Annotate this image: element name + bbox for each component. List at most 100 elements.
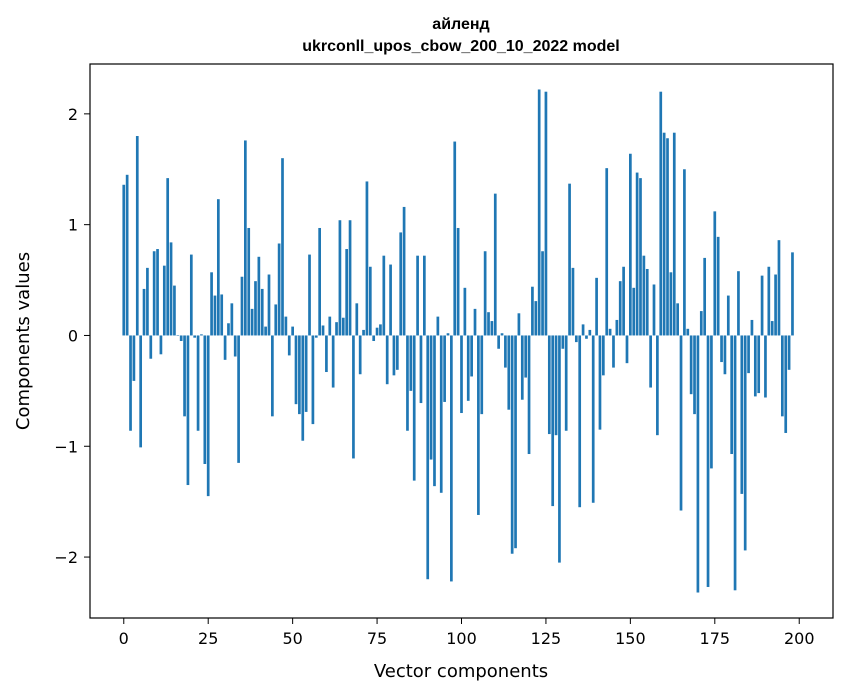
bar-9 [152,251,156,336]
bar-163 [672,132,676,336]
bar-38 [250,308,254,336]
x-tick-label: 125 [531,629,562,648]
x-tick-label: 200 [784,629,815,648]
bar-146 [615,319,619,336]
bar-59 [321,325,325,336]
bar-25 [206,335,210,497]
bar-7 [146,267,149,336]
bar-64 [338,220,342,336]
bar-122 [534,301,538,336]
bar-171 [699,311,703,336]
bar-197 [787,335,791,370]
bar-21 [193,335,197,338]
bar-145 [612,335,615,368]
bar-62 [331,335,335,388]
bar-8 [149,335,153,359]
bar-148 [622,266,625,336]
bar-2 [129,335,132,431]
bar-22 [196,335,200,431]
bar-198 [791,252,794,336]
bar-116 [514,335,517,549]
bar-93 [436,316,440,336]
bar-106 [480,335,484,415]
bar-37 [247,227,251,336]
plot-frame [89,63,834,619]
bar-117 [517,313,521,336]
bar-175 [713,211,717,336]
bar-67 [348,220,352,336]
bar-135 [578,335,582,508]
bar-90 [426,335,430,580]
bar-4 [135,136,139,336]
bar-166 [683,169,686,336]
y-tick-label: 1 [68,216,78,235]
bar-43 [267,274,271,336]
bar-152 [635,172,639,336]
bar-156 [649,335,652,388]
bar-32 [230,303,234,336]
bar-154 [642,255,646,336]
y-tick-label: 2 [68,105,78,124]
bar-107 [483,251,487,336]
bar-30 [223,335,227,360]
bar-191 [767,266,771,336]
x-tick-label: 175 [700,629,731,648]
bar-133 [571,267,575,336]
bar-97 [450,335,453,582]
bar-14 [169,242,173,336]
bar-5 [139,335,143,448]
bar-136 [581,324,585,336]
bar-56 [311,335,315,425]
bar-3 [132,335,136,381]
bar-92 [433,335,436,487]
bar-189 [760,275,764,336]
bar-127 [551,335,555,507]
bar-83 [402,206,406,336]
bar-158 [656,335,659,436]
bar-108 [487,312,490,336]
bar-41 [260,288,264,336]
bar-101 [463,287,467,336]
bar-159 [659,91,663,336]
bar-44 [271,335,274,417]
bar-176 [716,236,720,336]
bar-134 [574,335,578,343]
bar-65 [341,317,345,336]
bar-73 [368,266,372,336]
bar-48 [284,316,288,336]
bar-142 [601,335,605,376]
bar-151 [632,287,636,336]
x-tick-label: 25 [198,629,218,648]
bar-98 [453,141,457,336]
bar-153 [639,178,642,336]
bar-112 [500,333,504,336]
bar-89 [423,255,426,336]
bar-143 [605,168,609,336]
bar-173 [706,335,710,587]
bar-42 [264,326,267,336]
x-tick-label: 50 [282,629,302,648]
bar-186 [750,319,754,336]
bar-179 [726,295,730,336]
x-tick-label: 150 [615,629,646,648]
bar-104 [473,308,477,336]
bar-75 [375,327,379,336]
bar-128 [554,335,558,436]
bar-103 [470,335,473,377]
bar-1 [125,174,129,336]
bar-124 [541,251,544,336]
bar-141 [598,335,602,430]
bar-19 [186,335,190,486]
bar-94 [439,335,443,493]
bar-188 [757,335,761,394]
bar-11 [159,335,163,355]
y-axis-ticks: −2 −1 0 1 2 [54,105,90,567]
bar-169 [693,335,696,415]
bar-74 [372,335,376,341]
x-tick-label: 75 [367,629,387,648]
bar-125 [544,91,548,336]
bar-172 [703,257,707,336]
bar-183 [740,335,744,494]
bar-167 [686,328,690,336]
bar-182 [737,271,740,336]
